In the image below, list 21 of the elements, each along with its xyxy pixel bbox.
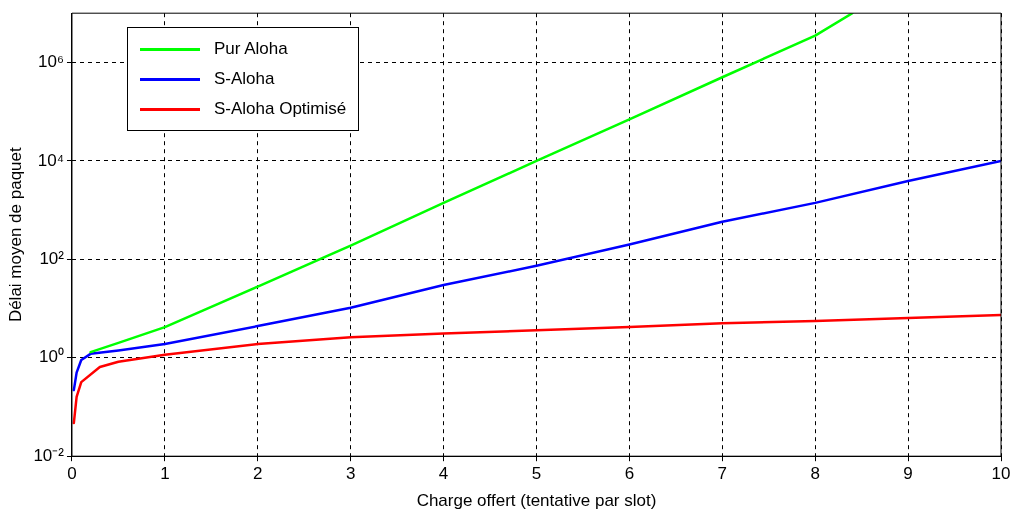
- y-tick-label: 10⁻²: [33, 445, 65, 465]
- y-tick-label: 10²: [39, 249, 65, 268]
- x-tick-label: 8: [810, 464, 820, 484]
- x-tick-label: 7: [717, 464, 728, 484]
- x-axis-title: Charge offert (tentative par slot): [416, 491, 657, 511]
- y-tick-label: 10⁴: [37, 150, 64, 170]
- x-tick-label: 2: [253, 464, 263, 484]
- legend-label: S-Aloha Optimisé: [213, 99, 347, 120]
- x-tick-label: 10: [991, 464, 1011, 484]
- x-tick-label: 3: [345, 464, 356, 484]
- x-tick-label: 4: [438, 464, 449, 484]
- y-tick-label: 10⁰: [39, 347, 64, 367]
- x-tick-label: 5: [531, 464, 542, 484]
- x-tick-label: 6: [624, 464, 635, 484]
- y-tick-label: 10⁶: [38, 52, 64, 72]
- x-tick-label: 0: [67, 464, 77, 484]
- y-axis-title: Délai moyen de paquet: [5, 147, 25, 323]
- x-tick-label: 9: [903, 464, 913, 484]
- x-tick-label: 1: [160, 464, 170, 484]
- legend-label: S-Aloha: [213, 69, 275, 90]
- legend-label: Pur Aloha: [213, 39, 288, 60]
